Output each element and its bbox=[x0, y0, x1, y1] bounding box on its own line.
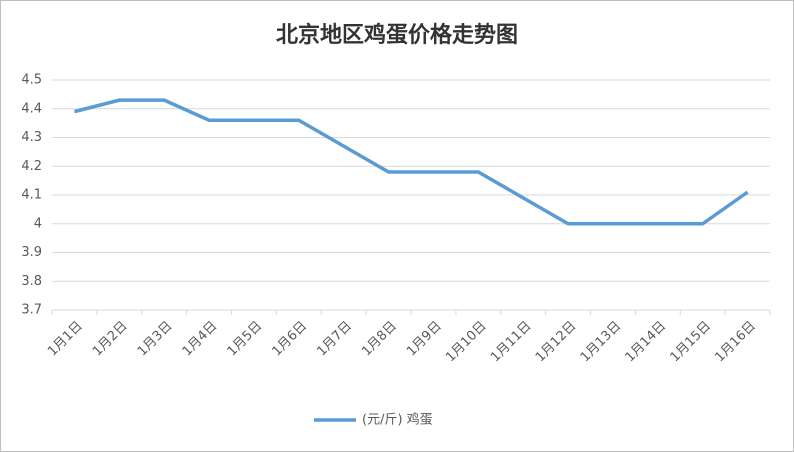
y-tick-label: 3.9 bbox=[21, 245, 42, 260]
chart-title: 北京地区鸡蛋价格走势图 bbox=[276, 22, 518, 48]
y-tick-label: 3.8 bbox=[21, 274, 42, 289]
y-tick-label: 4.5 bbox=[21, 73, 42, 88]
legend-label: (元/斤) 鸡蛋 bbox=[362, 412, 433, 428]
y-tick-label: 4.2 bbox=[21, 159, 42, 174]
y-tick-label: 4.3 bbox=[21, 130, 42, 145]
line bbox=[74, 98, 749, 226]
y-tick-label: 3.7 bbox=[21, 303, 42, 318]
y-tick-label: 4.4 bbox=[21, 101, 42, 116]
y-tick-label: 4.1 bbox=[21, 188, 42, 203]
y-tick-label: 4 bbox=[34, 216, 42, 231]
